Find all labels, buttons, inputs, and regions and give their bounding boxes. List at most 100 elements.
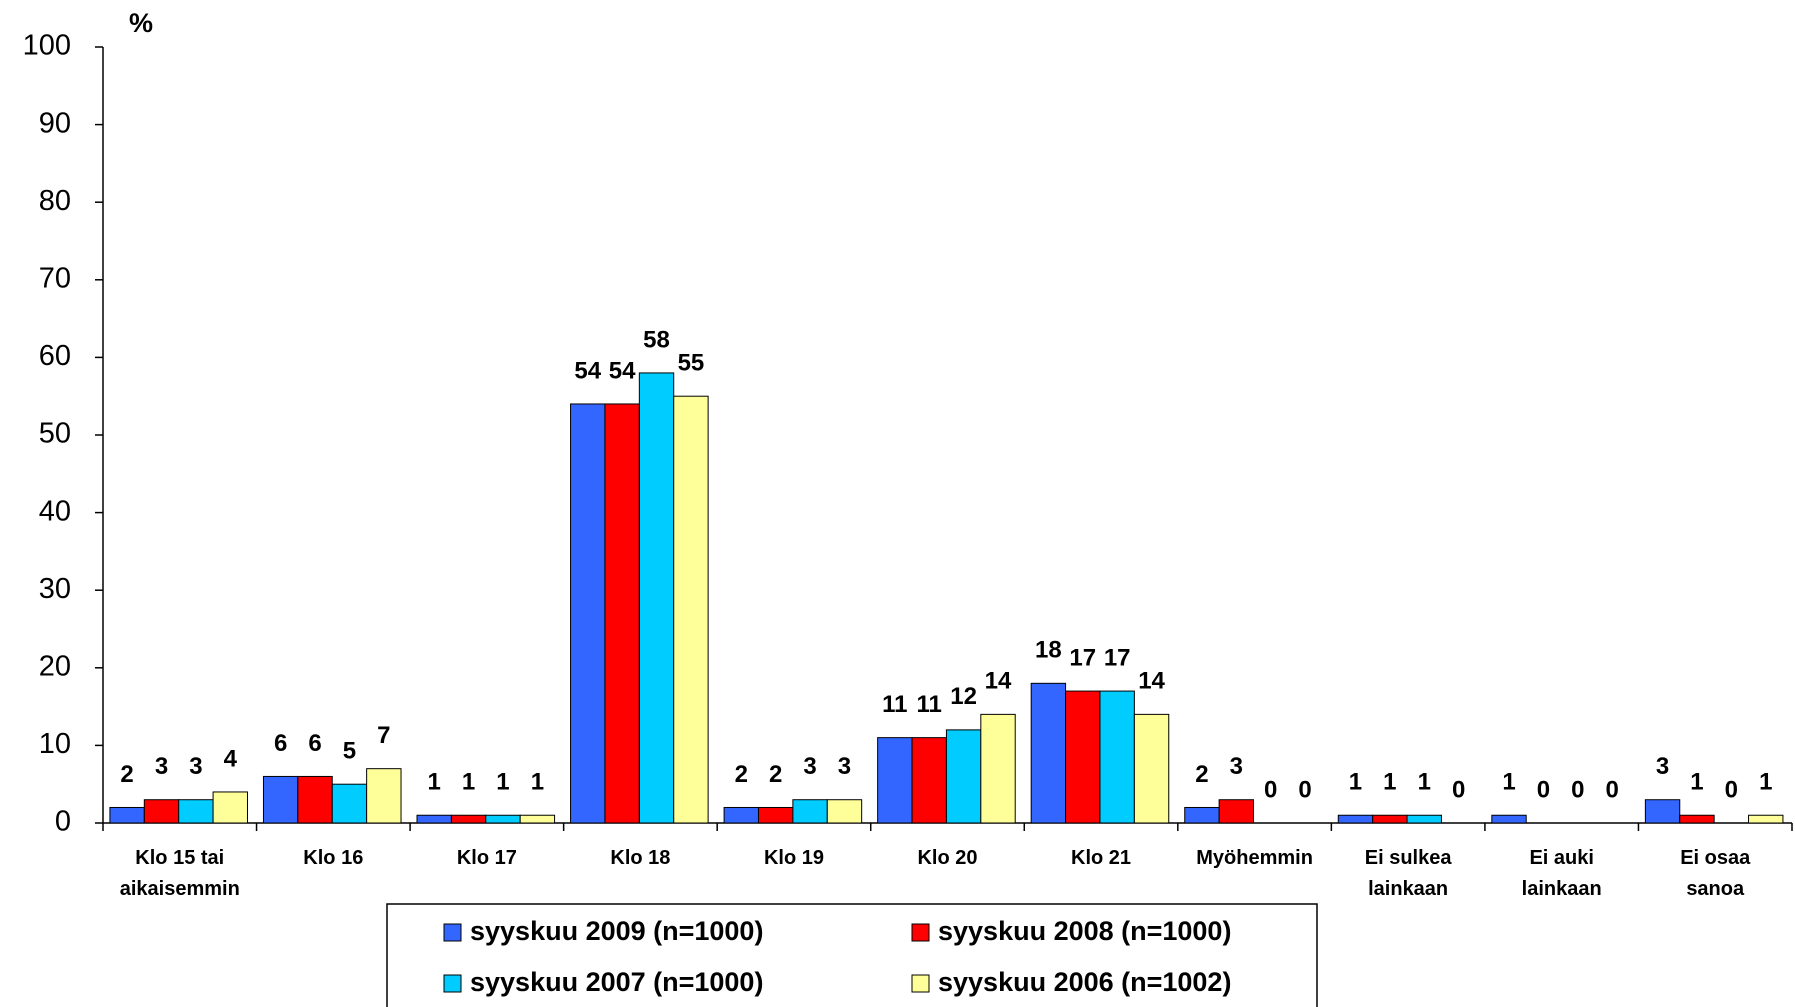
x-tick-label: Ei sulkea lainkaan: [1365, 847, 1453, 900]
legend-swatch: [443, 974, 462, 993]
bar: [1218, 799, 1255, 824]
bar: [673, 395, 709, 824]
data-label: 1: [531, 769, 544, 796]
bar: [1372, 814, 1408, 824]
data-label: 55: [678, 350, 705, 377]
y-tick-label: 60: [39, 340, 71, 372]
data-label: 0: [1537, 776, 1550, 803]
bar: [1491, 814, 1527, 824]
data-label: 3: [155, 753, 168, 780]
data-label: 6: [308, 730, 321, 757]
data-label: 3: [803, 753, 816, 780]
bar: [485, 814, 521, 824]
data-label: 3: [189, 753, 202, 780]
bar: [1030, 682, 1067, 824]
x-tick-label: Klo 20: [917, 847, 977, 869]
bar: [877, 737, 913, 824]
y-axis-label: %: [129, 8, 153, 38]
y-tick-label: 50: [39, 418, 71, 450]
data-label: 0: [1264, 776, 1277, 803]
y-tick-label: 90: [39, 107, 71, 139]
data-label: 18: [1035, 637, 1062, 664]
data-label: 54: [574, 357, 601, 384]
data-label: 6: [274, 730, 287, 757]
data-label: 2: [769, 761, 782, 788]
data-label: 5: [343, 738, 356, 765]
x-tick-label: Klo 15 tai aikaisemmin: [120, 847, 240, 900]
legend-swatch: [911, 923, 930, 942]
bar: [1065, 690, 1101, 824]
data-label: 1: [496, 769, 509, 796]
data-label: 54: [609, 357, 636, 384]
bar: [1133, 713, 1170, 824]
data-label: 0: [1452, 776, 1465, 803]
data-label: 1: [462, 769, 475, 796]
bar: [212, 791, 248, 824]
data-label: 4: [224, 745, 238, 772]
y-tick-label: 20: [39, 650, 71, 682]
bar: [1679, 814, 1715, 824]
y-tick-label: 10: [39, 728, 71, 760]
x-tick-label: Klo 21: [1071, 847, 1131, 869]
bar: [980, 713, 1016, 824]
bar: [638, 372, 675, 824]
y-tick-label: 40: [39, 495, 71, 527]
bar: [1644, 799, 1681, 824]
bar: [945, 729, 982, 824]
bar: [450, 814, 487, 824]
data-label: 1: [1690, 769, 1703, 796]
x-tick-label: Ei auki lainkaan: [1522, 847, 1602, 900]
data-label: 1: [428, 769, 441, 796]
bar: [178, 799, 214, 824]
x-tick-label: Klo 18: [610, 847, 670, 869]
bar: [416, 814, 452, 824]
data-label: 1: [1759, 769, 1772, 796]
legend-swatch: [911, 974, 930, 993]
data-label: 17: [1104, 644, 1131, 671]
x-tick-label: Ei osaa sanoa: [1680, 847, 1751, 900]
bar: [1748, 814, 1784, 824]
bar: [826, 799, 863, 824]
legend-label: syyskuu 2007 (n=1000): [470, 967, 763, 997]
data-label: 14: [1138, 668, 1165, 695]
y-tick-label: 70: [39, 262, 71, 294]
legend-label: syyskuu 2006 (n=1002): [938, 967, 1231, 997]
bar: [331, 783, 368, 824]
data-label: 3: [1230, 753, 1243, 780]
data-label: 17: [1069, 644, 1096, 671]
data-label: 1: [1383, 769, 1396, 796]
y-tick-label: 100: [23, 30, 71, 62]
data-label: 1: [1418, 769, 1431, 796]
x-tick-label: Klo 19: [764, 847, 824, 869]
data-label: 12: [950, 683, 977, 710]
data-label: 0: [1571, 776, 1584, 803]
y-tick-label: 30: [39, 573, 71, 605]
data-label: 2: [735, 761, 748, 788]
data-label: 0: [1606, 776, 1619, 803]
bar: [1184, 806, 1220, 824]
data-label: 0: [1298, 776, 1311, 803]
data-label: 3: [838, 753, 851, 780]
data-label: 0: [1725, 776, 1738, 803]
data-label: 7: [377, 722, 390, 749]
data-label: 2: [120, 761, 133, 788]
bar: [604, 403, 640, 824]
bar: [1406, 814, 1442, 824]
bar: [519, 814, 556, 824]
bar: [262, 775, 299, 824]
data-label: 11: [882, 691, 907, 718]
legend-label: syyskuu 2008 (n=1000): [938, 916, 1231, 946]
data-label: 58: [643, 326, 670, 353]
data-label: 11: [917, 691, 942, 718]
bar: [143, 799, 180, 824]
bar: [1099, 690, 1135, 824]
bar: [297, 775, 333, 824]
x-tick-label: Klo 17: [457, 847, 517, 869]
data-label: 3: [1656, 753, 1669, 780]
y-tick-label: 80: [39, 185, 71, 217]
bar: [570, 403, 606, 824]
bar: [109, 806, 145, 824]
x-tick-label: Myöhemmin: [1196, 847, 1313, 869]
x-tick-label: Klo 16: [303, 847, 363, 869]
